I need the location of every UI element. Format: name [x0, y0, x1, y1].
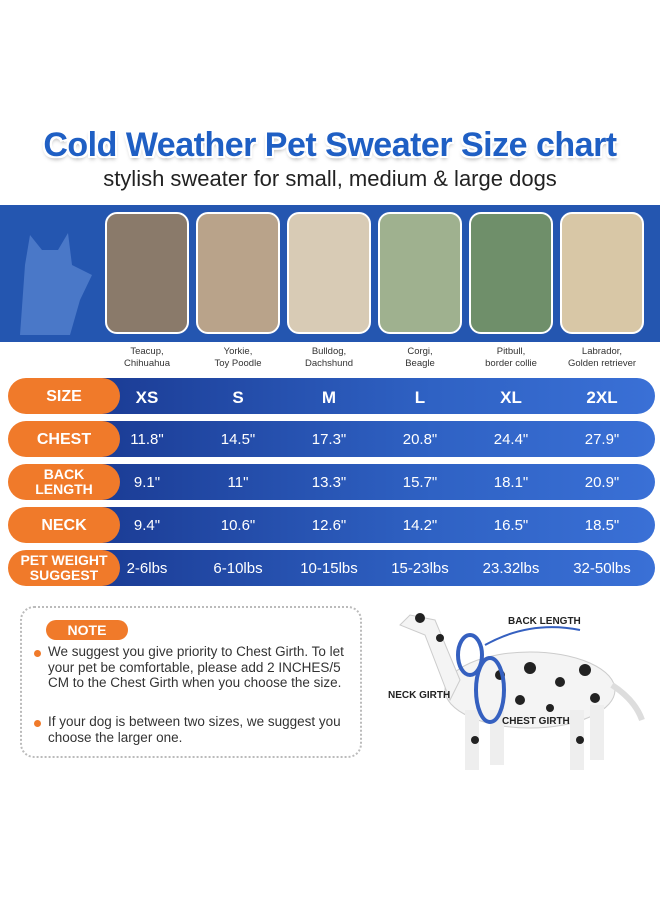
note-item: We suggest you give priority to Chest Gi…	[48, 644, 344, 690]
row-label: CHEST	[8, 421, 120, 457]
cell: 20.9"	[584, 474, 620, 491]
row-label: PET WEIGHT SUGGEST	[8, 550, 120, 586]
cell: 12.6"	[311, 517, 347, 534]
cell: 17.3"	[311, 431, 347, 448]
breed-label: Teacup, Chihuahua	[124, 346, 170, 369]
cell: 10-15lbs	[300, 560, 358, 577]
breed-label: Labrador, Golden retriever	[567, 346, 637, 369]
breed-label: Corgi, Beagle	[405, 346, 435, 369]
dog-photo	[560, 212, 644, 334]
row-bar	[100, 421, 655, 457]
note-item: If your dog is between two sizes, we sug…	[48, 714, 341, 745]
row-bar	[100, 507, 655, 543]
diagram-label: BACK LENGTH	[508, 616, 581, 627]
subtitle: stylish sweater for small, medium & larg…	[103, 166, 557, 191]
breed-label: Yorkie, Toy Poodle	[214, 346, 262, 369]
dog-photo	[378, 212, 462, 334]
cell: 13.3"	[311, 474, 347, 491]
title: Cold Weather Pet Sweater Size chart	[43, 126, 617, 164]
cell: 9.1"	[133, 474, 161, 491]
cell: 2-6lbs	[126, 560, 168, 577]
row-bar	[100, 378, 655, 414]
cell: 14.5"	[220, 431, 256, 448]
cell: 23.32lbs	[482, 560, 540, 577]
cell: 32-50lbs	[573, 560, 631, 577]
note-title: NOTE	[46, 620, 128, 640]
cell: 27.9"	[584, 431, 620, 448]
row-label: SIZE	[8, 378, 120, 414]
dog-silhouette	[20, 233, 92, 335]
dog-photo	[469, 212, 553, 334]
row-label: BACK LENGTH	[8, 464, 120, 500]
row-bar	[100, 550, 655, 586]
row-label: NECK	[8, 507, 120, 543]
cell: 15.7"	[402, 474, 438, 491]
cell: 11.8"	[130, 431, 164, 448]
cell: L	[414, 388, 426, 407]
bullet	[34, 650, 41, 657]
cell: XS	[135, 388, 159, 407]
cell: 18.1"	[493, 474, 529, 491]
cell: 11"	[227, 474, 249, 491]
cell: 24.4"	[493, 431, 529, 448]
breed-label: Bulldog, Dachshund	[304, 346, 354, 369]
dog-photo	[196, 212, 280, 334]
diagram-label: CHEST GIRTH	[502, 716, 570, 727]
cell: XL	[500, 388, 522, 407]
cell: 18.5"	[584, 517, 620, 534]
cell: S	[232, 388, 244, 407]
dog-diagram	[399, 613, 645, 770]
cell: 16.5"	[493, 517, 529, 534]
note-box	[20, 606, 362, 758]
cell: M	[321, 388, 337, 407]
cell: 6-10lbs	[213, 560, 263, 577]
dog-photo	[287, 212, 371, 334]
cell: 9.4"	[133, 517, 161, 534]
breed-label: Pitbull, border collie	[485, 346, 537, 369]
dog-photo	[105, 212, 189, 334]
cell: 15-23lbs	[391, 560, 449, 577]
diagram-label: NECK GIRTH	[388, 690, 451, 701]
cell: 14.2"	[402, 517, 438, 534]
cell: 10.6"	[220, 517, 256, 534]
cell: 2XL	[586, 388, 618, 407]
cell: 20.8"	[402, 431, 438, 448]
bullet	[34, 720, 41, 727]
row-bar	[100, 464, 655, 500]
